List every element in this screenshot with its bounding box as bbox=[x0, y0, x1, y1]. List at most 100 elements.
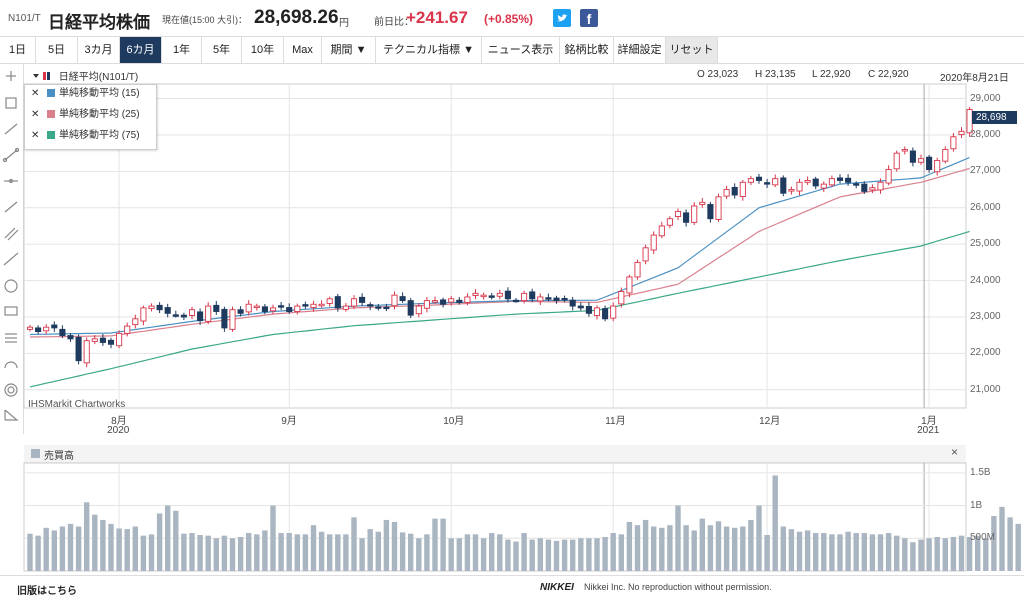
period-1d-button[interactable]: 1日 bbox=[0, 37, 36, 63]
candle-body bbox=[885, 169, 892, 184]
ohlc-date: 2020年8月21日 bbox=[940, 73, 1009, 84]
arc-icon[interactable] bbox=[4, 361, 18, 369]
parallel-lines-icon[interactable] bbox=[4, 227, 19, 241]
line-icon[interactable] bbox=[4, 123, 18, 135]
zoom-box-icon[interactable] bbox=[5, 97, 17, 109]
volume-bar bbox=[229, 538, 236, 571]
volume-bar bbox=[472, 534, 479, 571]
volume-bar bbox=[732, 527, 738, 571]
price-chart[interactable] bbox=[0, 64, 1024, 575]
reset-button[interactable]: リセット bbox=[666, 37, 718, 63]
volume-bar bbox=[35, 535, 41, 571]
remove-ma25-icon[interactable]: ✕ bbox=[31, 109, 40, 120]
period-max-button[interactable]: Max bbox=[284, 37, 322, 63]
remove-ma15-icon[interactable]: ✕ bbox=[31, 88, 40, 99]
candle-body bbox=[91, 338, 98, 342]
candle-body bbox=[172, 314, 179, 317]
y-tick-label: 29,000 bbox=[970, 92, 1001, 104]
remove-ma75-icon[interactable]: ✕ bbox=[31, 130, 40, 141]
fibonacci-icon[interactable] bbox=[5, 333, 17, 343]
current-price: 28,698.26 bbox=[254, 7, 339, 28]
y-tick-label: 27,000 bbox=[970, 165, 1001, 177]
volume-bar bbox=[958, 535, 965, 571]
y-tick-label: 23,000 bbox=[970, 310, 1001, 322]
volume-bar bbox=[399, 532, 406, 571]
technical-menu[interactable]: テクニカル指標 ▼ bbox=[376, 37, 482, 63]
volume-bar bbox=[926, 538, 932, 571]
settings-button[interactable]: 詳細設定 bbox=[614, 37, 666, 63]
volume-bar bbox=[521, 533, 527, 571]
ray-icon[interactable] bbox=[4, 201, 18, 213]
candle-body bbox=[650, 234, 657, 251]
candle-body bbox=[683, 212, 690, 223]
volume-bar bbox=[84, 502, 90, 571]
ruler-icon[interactable] bbox=[4, 409, 19, 421]
volume-close-icon[interactable]: × bbox=[950, 445, 958, 459]
volume-tick-label: 1B bbox=[970, 499, 983, 511]
candle-body bbox=[529, 291, 536, 300]
facebook-icon[interactable]: f bbox=[580, 9, 598, 27]
period-5y-button[interactable]: 5年 bbox=[202, 37, 242, 63]
trend-line-icon[interactable] bbox=[2, 147, 20, 163]
volume-bar bbox=[124, 529, 130, 571]
y-tick-label: 26,000 bbox=[970, 201, 1001, 213]
volume-bar bbox=[683, 525, 689, 571]
target-icon[interactable] bbox=[4, 383, 18, 397]
volume-bar bbox=[829, 534, 835, 571]
volume-bar bbox=[156, 513, 163, 571]
extended-line-icon[interactable] bbox=[3, 252, 19, 266]
rectangle-icon[interactable] bbox=[4, 306, 18, 316]
period-10y-button[interactable]: 10年 bbox=[242, 37, 284, 63]
compare-button[interactable]: 銘柄比較 bbox=[560, 37, 614, 63]
period-6m-button[interactable]: 6カ月 bbox=[120, 37, 162, 63]
volume-bar bbox=[302, 534, 309, 571]
candle-body bbox=[221, 308, 228, 329]
period-menu[interactable]: 期間 ▼ bbox=[322, 37, 376, 63]
candle-body bbox=[140, 307, 147, 322]
candle-body bbox=[99, 337, 106, 343]
volume-bar bbox=[327, 534, 333, 571]
volume-bar bbox=[165, 505, 171, 571]
volume-bar bbox=[424, 534, 430, 571]
volume-bar bbox=[205, 535, 211, 571]
x-tick-label: 9月 bbox=[281, 416, 297, 427]
volume-bar bbox=[675, 505, 681, 571]
candle-body bbox=[602, 308, 609, 320]
series-dropdown-icon[interactable] bbox=[32, 71, 56, 81]
volume-bar bbox=[140, 535, 147, 571]
volume-bar bbox=[991, 516, 997, 571]
footer: 旧版はこちら NIKKEI Nikkei Inc. No reproductio… bbox=[0, 575, 1024, 598]
period-1y-button[interactable]: 1年 bbox=[162, 37, 202, 63]
period-5d-button[interactable]: 5日 bbox=[36, 37, 78, 63]
candle-body bbox=[205, 305, 212, 322]
volume-bar bbox=[440, 518, 446, 571]
crosshair-icon[interactable] bbox=[6, 71, 16, 81]
x-tick-label: 1月 bbox=[921, 416, 937, 427]
horizontal-line-icon[interactable] bbox=[4, 178, 18, 184]
twitter-icon[interactable] bbox=[553, 9, 571, 27]
candle-body bbox=[917, 158, 925, 163]
volume-bar bbox=[432, 518, 438, 571]
volume-bar bbox=[343, 534, 349, 571]
volume-bar bbox=[764, 535, 770, 571]
volume-bar bbox=[537, 538, 543, 571]
volume-bar bbox=[869, 534, 876, 571]
candle-body bbox=[456, 299, 463, 303]
candle-body bbox=[577, 305, 584, 309]
candle-body bbox=[269, 307, 277, 312]
volume-swatch bbox=[31, 449, 40, 458]
candle-body bbox=[496, 292, 503, 297]
news-button[interactable]: ニュース表示 bbox=[482, 37, 560, 63]
volume-bar bbox=[545, 539, 552, 571]
legend-item-ma25: ✕ 単純移動平均 (25) bbox=[31, 107, 140, 123]
volume-bar bbox=[642, 519, 649, 571]
volume-bar bbox=[1007, 517, 1013, 571]
old-version-link[interactable]: 旧版はこちら bbox=[17, 586, 77, 597]
candle-body bbox=[188, 309, 196, 316]
candle-body bbox=[618, 291, 625, 305]
circle-icon[interactable] bbox=[4, 279, 18, 293]
volume-bar bbox=[294, 534, 300, 571]
volume-bar bbox=[756, 505, 762, 571]
volume-bar bbox=[910, 542, 916, 571]
period-3m-button[interactable]: 3カ月 bbox=[78, 37, 120, 63]
